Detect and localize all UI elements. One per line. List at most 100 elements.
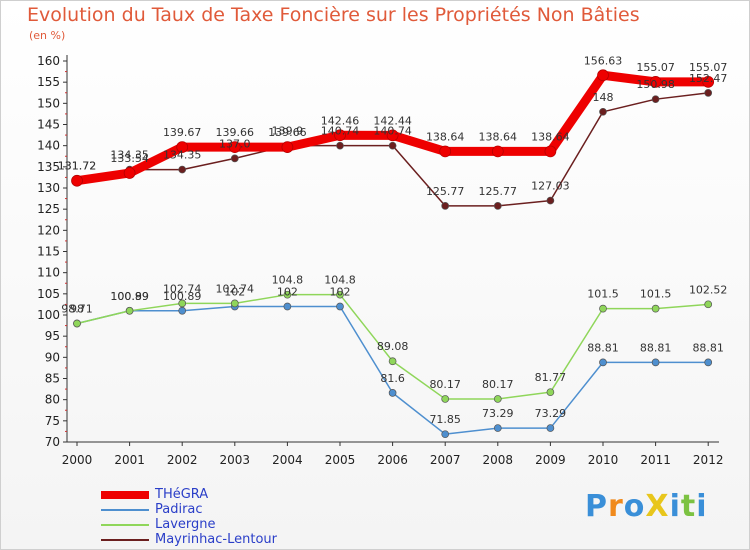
legend-swatch: [101, 509, 149, 511]
data-label: 102: [277, 286, 298, 299]
data-point: [599, 358, 607, 367]
data-point: [546, 388, 555, 397]
data-label: 104.8: [272, 274, 304, 287]
legend-swatch: [101, 524, 149, 526]
data-label: 138.64: [531, 130, 570, 143]
x-tick-label: 2008: [483, 453, 514, 467]
logo-letter: r: [608, 489, 624, 524]
y-tick-label: 155: [37, 75, 60, 89]
data-point: [125, 306, 134, 315]
data-label: 155.07: [636, 61, 675, 74]
data-point: [336, 141, 344, 150]
data-label: 139.66: [216, 126, 255, 139]
data-point: [493, 424, 502, 432]
data-point: [386, 129, 399, 142]
data-label: 142.46: [321, 114, 360, 127]
data-point: [439, 145, 452, 158]
data-point: [388, 389, 397, 397]
data-point: [651, 358, 660, 367]
data-point: [704, 358, 713, 367]
data-labels: 131.72 133.54 139.67 139.66 139.66 142.46 142.…: [58, 54, 728, 426]
data-label: 80.17: [482, 378, 514, 391]
data-label: 150.98: [636, 78, 675, 91]
x-tick-label: 2001: [114, 453, 145, 467]
y-tick-label: 115: [37, 245, 60, 259]
y-tick-label: 140: [37, 139, 60, 153]
data-label: 81.77: [535, 371, 567, 384]
y-tick-label: 135: [37, 160, 60, 174]
data-label: 139.67: [163, 126, 202, 139]
data-label: 139.66: [268, 126, 307, 139]
data-point: [123, 167, 136, 179]
data-point: [230, 154, 239, 163]
data-point: [599, 107, 607, 116]
data-label: 81.6: [380, 372, 405, 385]
data-point: [283, 302, 292, 311]
data-label: 89.08: [377, 340, 409, 353]
data-point: [73, 319, 81, 328]
data-label: 101.5: [587, 288, 619, 301]
x-tick-label: 2005: [325, 453, 356, 467]
data-label: 134.35: [110, 149, 149, 162]
y-tick-label: 150: [37, 96, 60, 110]
data-label: 137.0: [219, 137, 251, 150]
data-label: 139.9: [272, 125, 304, 138]
data-label: 148: [593, 91, 614, 104]
series-line-padirac: [76, 305, 709, 435]
legend-swatch: [101, 491, 149, 499]
data-point: [71, 174, 83, 187]
data-label: 104.8: [324, 274, 356, 287]
data-label: 125.77: [479, 185, 518, 198]
data-point: [336, 290, 344, 299]
data-point: [230, 299, 239, 308]
data-label: 80.17: [429, 378, 461, 391]
logo-letter: X: [645, 489, 670, 524]
data-point: [228, 141, 241, 153]
data-label: 98.71: [61, 302, 93, 315]
data-point: [493, 395, 502, 403]
data-label: 100.99: [110, 290, 149, 303]
data-point: [281, 141, 294, 153]
series-layer: [71, 69, 715, 439]
data-point: [441, 202, 450, 210]
y-tick-label: 70: [45, 435, 60, 449]
x-tick-label: 2003: [220, 453, 251, 467]
data-point: [334, 129, 346, 142]
data-label: 140.74: [321, 125, 360, 138]
data-label: 88.81: [587, 341, 619, 354]
data-point: [546, 196, 555, 205]
y-tick-label: 145: [37, 118, 60, 132]
data-label: 102: [330, 286, 351, 299]
x-tick-label: 2006: [377, 453, 408, 467]
data-label: 102.74: [163, 282, 202, 295]
logo-letter: o: [623, 489, 646, 524]
x-tick-label: 2011: [640, 453, 671, 467]
data-label: 142.44: [373, 114, 412, 127]
proxiti-logo: ProXiti: [585, 489, 708, 524]
data-point: [704, 89, 713, 97]
data-label: 98: [70, 302, 84, 315]
data-point: [599, 304, 607, 313]
data-point: [597, 69, 609, 82]
y-tick-label: 100: [37, 308, 60, 322]
x-tick-label: 2007: [430, 453, 461, 467]
x-tick-label: 2000: [62, 453, 93, 467]
x-tick-label: 2002: [167, 453, 198, 467]
data-label: 156.63: [584, 54, 623, 67]
chart-title: Evolution du Taux de Taxe Foncière sur l…: [27, 4, 640, 26]
y-tick-label: 90: [45, 350, 60, 364]
data-label: 138.64: [479, 130, 518, 143]
data-label: 102.74: [216, 282, 255, 295]
unit-label: (en %): [29, 29, 66, 42]
legend-label: Mayrinhac-Lentour: [155, 532, 278, 547]
data-point: [544, 145, 557, 158]
data-label: 152.47: [689, 72, 728, 85]
data-label: 88.81: [640, 341, 672, 354]
y-tick-label: 110: [37, 266, 60, 280]
data-label: 127.03: [531, 180, 570, 193]
legend-label: Padirac: [155, 502, 203, 517]
data-point: [651, 304, 660, 313]
data-label: 101.5: [640, 288, 672, 301]
